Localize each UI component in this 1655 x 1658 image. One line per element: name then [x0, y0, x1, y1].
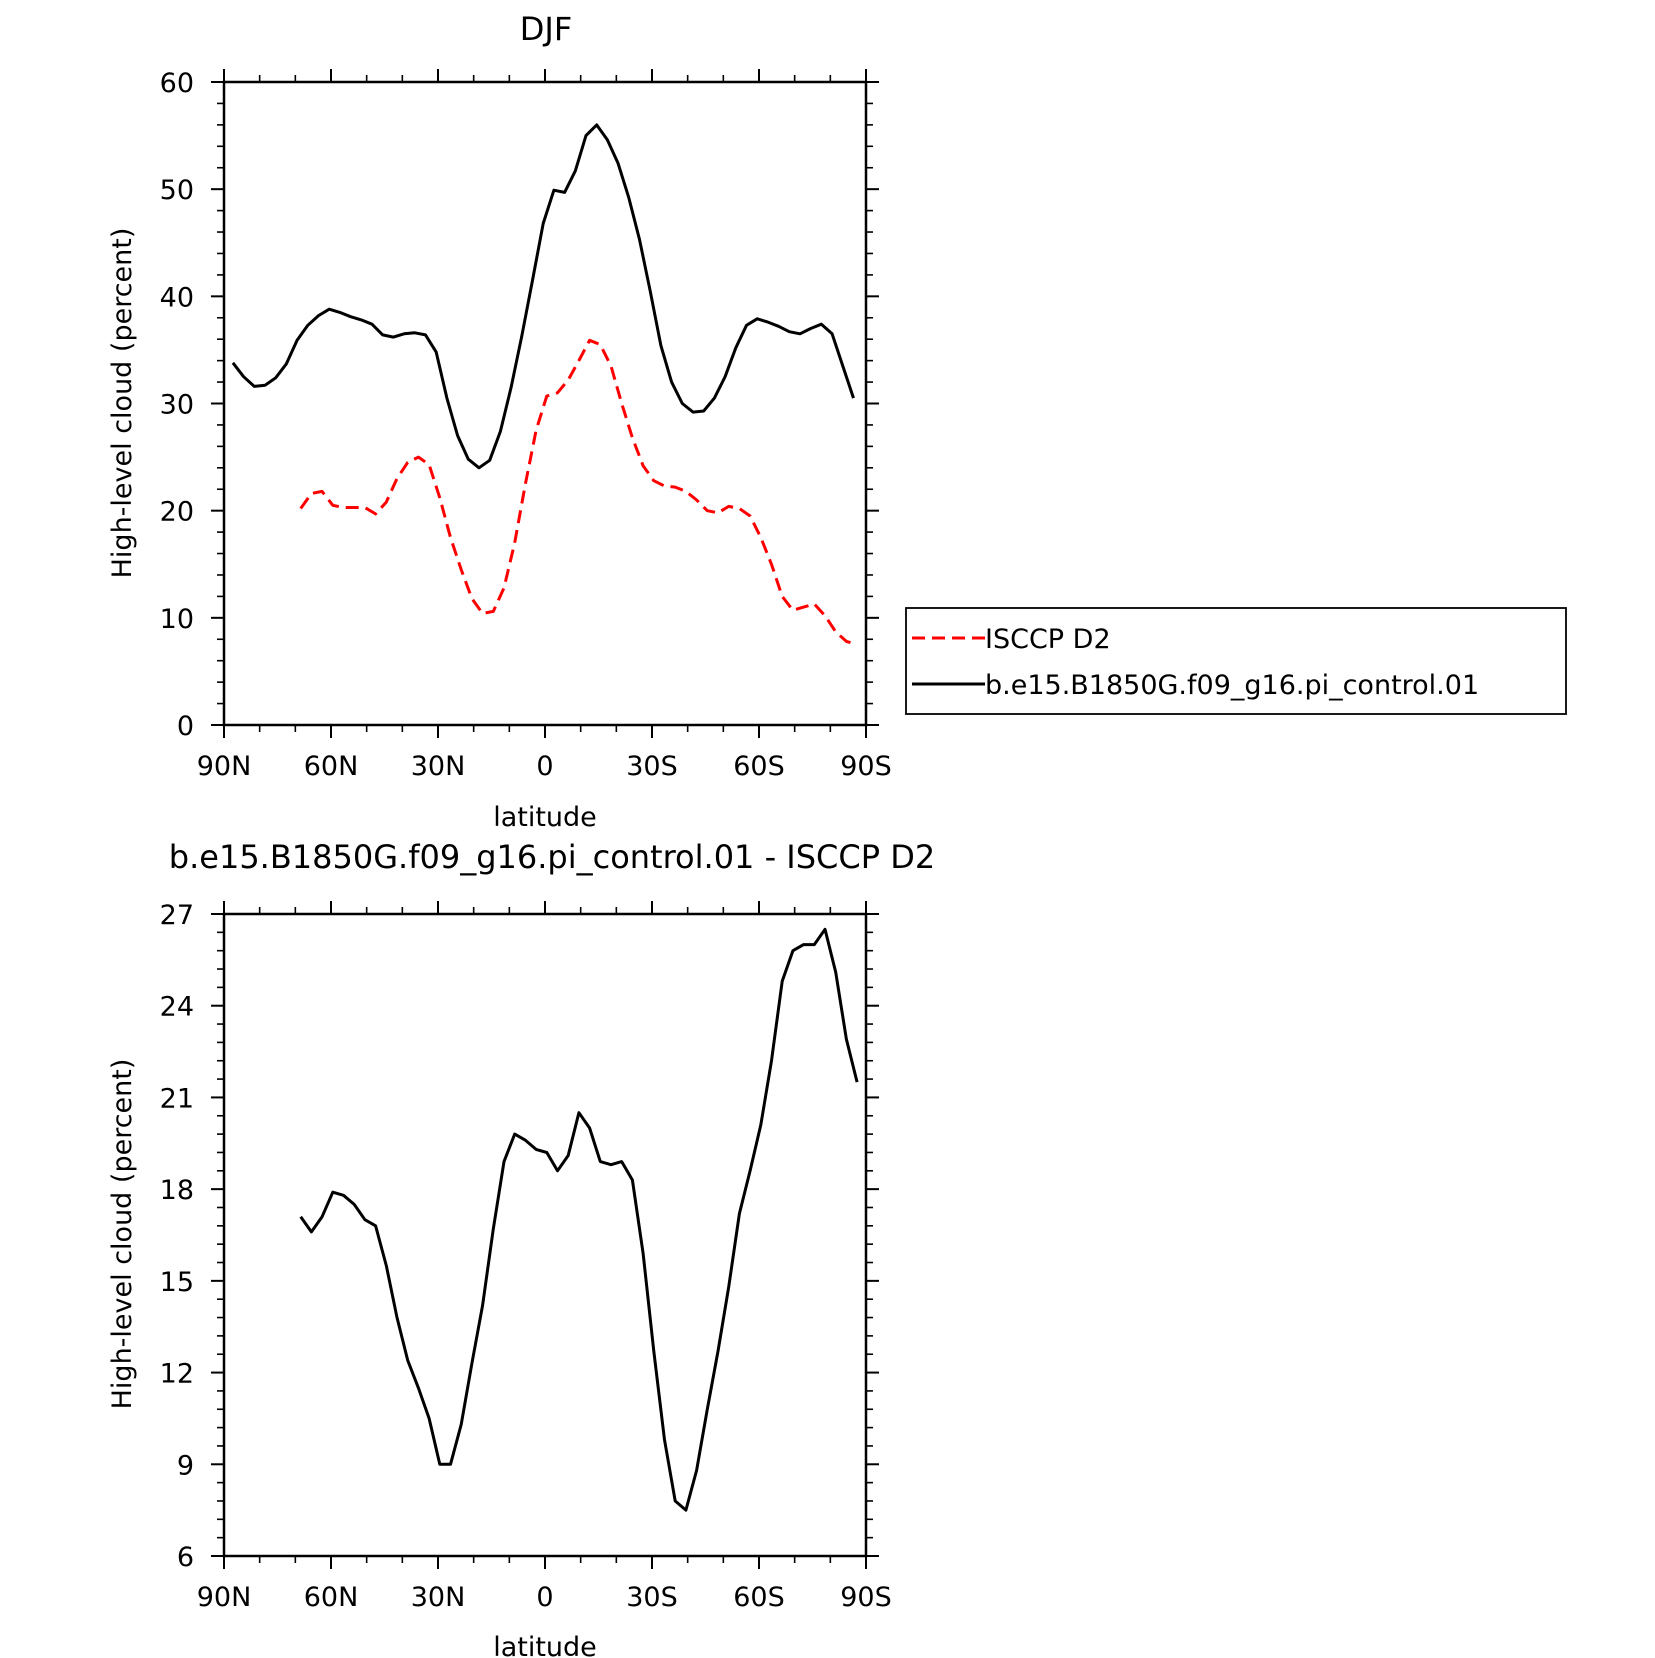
top-x-axis-label: latitude [493, 802, 597, 833]
x-tick-label: 90N [197, 1582, 252, 1613]
x-tick-label: 0 [536, 751, 553, 782]
y-tick-label: 15 [160, 1267, 194, 1298]
top-series [231, 123, 858, 647]
top-panel-title: DJF [520, 10, 572, 48]
legend-label-isccp: ISCCP D2 [985, 624, 1111, 655]
y-tick-label: 10 [160, 604, 194, 635]
y-tick-label: 18 [160, 1175, 194, 1206]
y-tick-label: 50 [160, 175, 194, 206]
y-tick-label: 21 [160, 1083, 194, 1114]
y-tick-label: 27 [160, 900, 194, 931]
top-axes: 90N 60N 30N 0 30S 60S 90S 0 10 20 30 40 50 60 [160, 68, 892, 782]
series-line-0-1 [231, 123, 855, 470]
top-panel: DJF 90N 60N 30N 0 30S 60S 90S 0 10 20 30 40 50 60 lat… [107, 10, 1567, 833]
y-tick-label: 9 [177, 1450, 194, 1481]
bottom-axes: 90N 60N 30N 0 30S 60S 90S 6 9 12 15 18 21 24 27 [160, 900, 892, 1613]
y-tick-label: 20 [160, 497, 194, 528]
legend: ISCCP D2 b.e15.B1850G.f09_g16.pi_control… [905, 607, 1567, 715]
legend-label-model: b.e15.B1850G.f09_g16.pi_control.01 [985, 670, 1479, 701]
legend-box [905, 607, 1567, 715]
x-tick-label: 90N [197, 751, 252, 782]
series-line-1-0 [299, 927, 859, 1512]
x-tick-label: 90S [840, 751, 892, 782]
series-line-0-0 [299, 338, 858, 647]
bottom-y-axis-label: High-level cloud (percent) [107, 1059, 138, 1410]
x-tick-label: 30S [626, 1582, 678, 1613]
y-tick-label: 40 [160, 282, 194, 313]
x-tick-label: 90S [840, 1582, 892, 1613]
bottom-panel-title: b.e15.B1850G.f09_g16.pi_control.01 - ISC… [169, 838, 935, 876]
y-tick-label: 60 [160, 68, 194, 99]
x-tick-label: 60N [304, 751, 359, 782]
y-tick-label: 6 [177, 1542, 194, 1573]
bottom-plot-frame [222, 912, 868, 1558]
x-tick-label: 30S [626, 751, 678, 782]
x-tick-label: 30N [411, 751, 466, 782]
x-tick-label: 60N [304, 1582, 359, 1613]
x-tick-label: 60S [733, 751, 785, 782]
bottom-panel: b.e15.B1850G.f09_g16.pi_control.01 - ISC… [107, 838, 935, 1658]
y-tick-label: 12 [160, 1359, 194, 1390]
y-tick-label: 30 [160, 390, 194, 421]
y-tick-label: 0 [177, 711, 194, 742]
x-tick-label: 30N [411, 1582, 466, 1613]
x-tick-label: 60S [733, 1582, 785, 1613]
y-tick-label: 24 [160, 992, 194, 1023]
top-y-axis-label: High-level cloud (percent) [107, 228, 138, 579]
bottom-series [299, 927, 859, 1512]
bottom-x-axis-label: latitude [493, 1632, 597, 1658]
x-tick-label: 0 [536, 1582, 553, 1613]
